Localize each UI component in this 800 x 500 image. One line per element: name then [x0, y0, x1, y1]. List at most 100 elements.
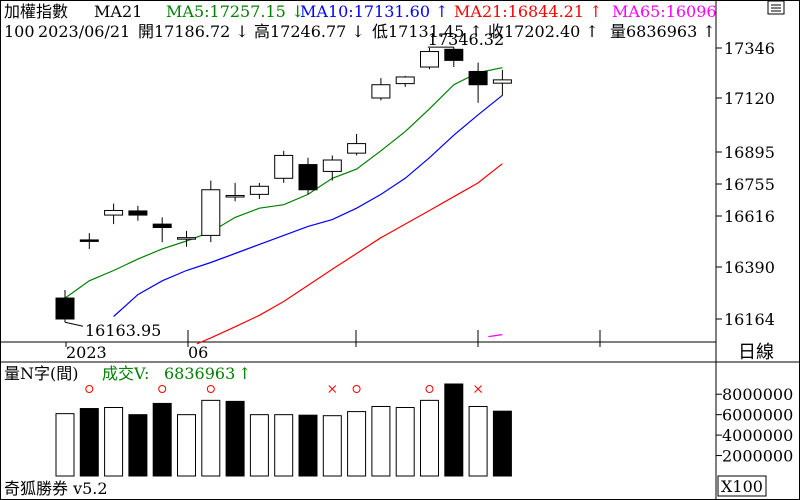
candle-body [225, 195, 245, 198]
volume-bar [322, 415, 342, 477]
candle [249, 182, 269, 199]
candle-body [395, 76, 415, 85]
candle-body [492, 79, 512, 84]
candle-body [347, 143, 367, 154]
volume-bar [492, 410, 512, 477]
candle-body [201, 189, 221, 236]
price-tick-label: 17346 [724, 39, 775, 58]
volume-bar [104, 407, 124, 477]
volume-bar [420, 399, 439, 477]
signal-circle-mark [85, 385, 94, 393]
high-annotation: 17346.32 [427, 30, 504, 49]
candle [152, 217, 172, 243]
candle-body [371, 84, 391, 99]
candle [104, 203, 124, 225]
ma-legend: MA5:17257.15 ↓MA10:17131.60 ↑ MA21:16844.… [166, 2, 717, 21]
volume-bar [225, 400, 245, 477]
volume-bar [371, 405, 391, 477]
volume-tick-label: 4000000 [722, 426, 793, 445]
signal-cross-mark [474, 385, 482, 393]
volume-bar [249, 414, 269, 477]
volume-tick-label: 6000000 [722, 406, 793, 425]
candle-body [444, 48, 464, 61]
ma-label: MA21 [94, 2, 142, 21]
volume-bars [55, 383, 512, 477]
candle [371, 78, 391, 101]
candle [79, 233, 99, 249]
volume-bar [152, 402, 172, 477]
candle-body [177, 237, 196, 240]
candle-body [420, 51, 439, 68]
candlesticks [55, 47, 512, 323]
signal-cross-mark [328, 385, 337, 393]
readout-prefix: 100 [4, 22, 35, 41]
ma-legend-ma65: MA65:16096 [612, 2, 717, 21]
moving-average-lines [64, 67, 503, 345]
volume-label: 成交V: [102, 364, 149, 383]
price-tick-label: 16390 [724, 258, 775, 277]
ma-line-ma65 [488, 334, 503, 338]
volume-bar [395, 407, 415, 477]
volume-value: 6836963 [164, 364, 235, 383]
readout-3: 收17202.40 ↑ [488, 22, 599, 41]
candle-body [298, 164, 318, 191]
multiplier-box [717, 475, 767, 497]
price-y-axis: 17346 17120 16895 16755 16616 16390 16164 [716, 39, 775, 329]
brand-label: 奇狐勝券 v5.2 [4, 479, 108, 498]
volume-bar [55, 413, 75, 477]
candle-body [468, 70, 488, 86]
candle-body [274, 154, 294, 179]
volume-bar [347, 411, 367, 477]
candle [492, 69, 512, 96]
ma-legend-ma10: MA10:17131.60 ↑ [300, 2, 449, 21]
candle-body [79, 239, 99, 242]
candle-body [152, 223, 172, 229]
period-label[interactable]: 日線 [738, 342, 774, 363]
ma-line-ma10 [113, 94, 503, 317]
xaxis-label-2023: 2023 [66, 343, 107, 362]
volume-tick-label: 2000000 [722, 447, 793, 466]
candle-body [104, 209, 124, 216]
candle [201, 180, 221, 243]
price-tick-label: 16164 [724, 310, 775, 329]
ma-line-ma21 [196, 163, 503, 345]
price-tick-label: 17120 [724, 89, 775, 108]
multiplier-label: X100 [721, 477, 763, 496]
readout-1: 高17246.77 ↓ [254, 22, 365, 41]
price-tick-label: 16755 [724, 175, 775, 194]
ma-legend-ma5: MA5:17257.15 ↓ [166, 2, 304, 21]
price-grid [187, 330, 601, 342]
window-menu-button[interactable] [767, 0, 785, 15]
volume-bar [444, 383, 464, 477]
candle [298, 157, 318, 195]
volume-arrow: ↑ [238, 364, 251, 383]
readout-2: 低17131.45 ↑ [372, 22, 483, 41]
volume-title: 量N字(間) [4, 364, 79, 383]
candle [444, 47, 464, 68]
signal-circle-mark [206, 385, 215, 393]
ohlc-readout: 100 2023/06/21 開17186.72 ↓ 高17246.77 ↓ 低17… [4, 22, 716, 41]
candle-body [322, 159, 342, 172]
volume-bar [201, 399, 221, 477]
candle [347, 134, 367, 156]
ma-line-ma5 [64, 67, 503, 299]
signal-circle-mark [158, 385, 167, 393]
candle [177, 230, 196, 247]
price-tick-label: 16895 [724, 143, 775, 162]
candle-body [249, 185, 269, 195]
readout-date: 2023/06/21 [38, 22, 130, 41]
index-title: 加權指數 [4, 2, 68, 21]
readout-4: 量6836963 ↑ [610, 22, 716, 41]
volume-bar [177, 414, 196, 477]
low-annotation: 16163.95 [64, 321, 161, 340]
xaxis-label-06: 06 [188, 343, 208, 362]
volume-tick-label: 8000000 [722, 385, 793, 404]
readout-0: 開17186.72 ↓ [138, 22, 249, 41]
candle-body [128, 210, 148, 216]
candle [395, 75, 415, 87]
candle [468, 62, 488, 103]
candle [322, 155, 342, 181]
